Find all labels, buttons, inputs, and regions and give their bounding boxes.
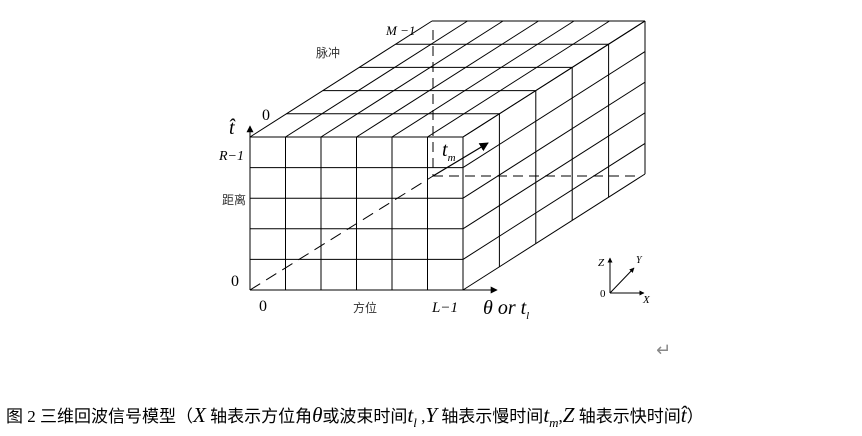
caption-z-var: Z [562, 403, 575, 427]
caption-part1: 轴表示方位角 [205, 407, 313, 426]
zero-bottom-label: 0 [259, 298, 267, 315]
caption-part2: 或波束时间 [322, 407, 408, 426]
indicator-origin-label: 0 [600, 288, 606, 300]
azimuth-label: 方位 [353, 300, 377, 315]
right-grid-depth-line [462, 142, 646, 260]
caption-prefix: 图 2 三维回波信号模型（ [6, 407, 193, 426]
caption-t-l: t [407, 403, 414, 427]
r-minus-1-label: R−1 [218, 149, 244, 164]
caption-y-var: Y [425, 403, 438, 427]
indicator-y-label: Y [636, 255, 643, 266]
top-grid-depth-line [356, 20, 539, 138]
m-minus-1-label: M −1 [385, 23, 415, 38]
top-grid-depth-line [285, 20, 468, 138]
right-grid-depth-line [462, 81, 646, 199]
l-minus-1-label: L−1 [431, 300, 458, 316]
right-grid-depth-line [462, 51, 646, 169]
right-grid-depth-line [462, 112, 646, 230]
caption-t-hat: t̂ [680, 403, 687, 427]
caption-m-sub: m [549, 415, 559, 430]
caption-l-sub: l [413, 415, 417, 430]
theta-or-tl-label: θ or tl [483, 297, 529, 322]
range-label: 距离 [222, 192, 246, 207]
top-grid-depth-line [427, 20, 610, 138]
axis-orientation-indicator: Z Y 0 X [598, 255, 651, 306]
indicator-x-label: X [642, 294, 651, 306]
caption-theta: θ [312, 403, 323, 427]
zero-top-label: 0 [262, 107, 270, 124]
figure-caption: 图 2 三维回波信号模型（X 轴表示方位角θ或波束时间tl ,Y 轴表示慢时间t… [6, 402, 858, 431]
caption-part3: 轴表示慢时间 [437, 407, 544, 426]
top-grid-depth-line [320, 20, 504, 138]
right-grid-depth-line [462, 173, 646, 291]
caption-t-m: t [543, 403, 550, 427]
caption-comma1: , [416, 407, 426, 426]
caption-comma2: , [558, 407, 563, 426]
indicator-z-label: Z [598, 257, 605, 269]
caption-x-var: X [193, 403, 206, 427]
top-grid-depth-line [249, 20, 433, 138]
caption-suffix: ） [686, 407, 704, 426]
top-grid-depth-line [391, 20, 575, 138]
right-grid-depth-line [462, 20, 646, 138]
zero-left-label: 0 [231, 273, 239, 290]
tm-arrow [432, 142, 489, 177]
return-symbol: ↵ [656, 340, 672, 361]
dashed-diagonal-line [249, 175, 434, 291]
t-m-label: tm [442, 139, 456, 164]
pulse-label: 脉冲 [316, 45, 340, 60]
caption-part4: 轴表示快时间 [574, 407, 681, 426]
t-hat-label: t̂ [229, 117, 236, 139]
three-d-echo-signal-diagram: M −1 脉冲 t̂ 0 R−1 tm 距离 0 0 方位 L−1 θ or t… [218, 20, 651, 322]
